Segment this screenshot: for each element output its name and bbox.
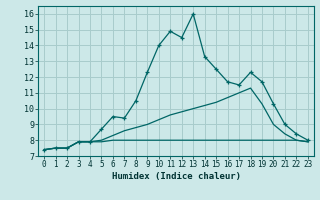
X-axis label: Humidex (Indice chaleur): Humidex (Indice chaleur) [111,172,241,181]
